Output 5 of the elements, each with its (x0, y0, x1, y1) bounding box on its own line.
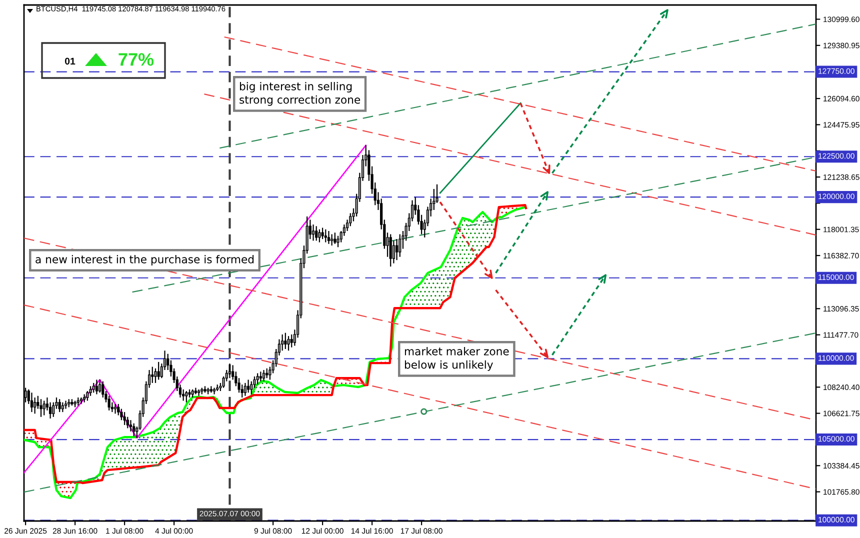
annotation: market maker zone below is unlikely (404, 347, 509, 371)
annotation: 01 (64, 58, 76, 65)
annotation: big interest in selling strong correction zone (240, 82, 360, 106)
annotation: a new interest in the purchase is formed (36, 255, 254, 266)
annotation: 77% (118, 53, 154, 66)
